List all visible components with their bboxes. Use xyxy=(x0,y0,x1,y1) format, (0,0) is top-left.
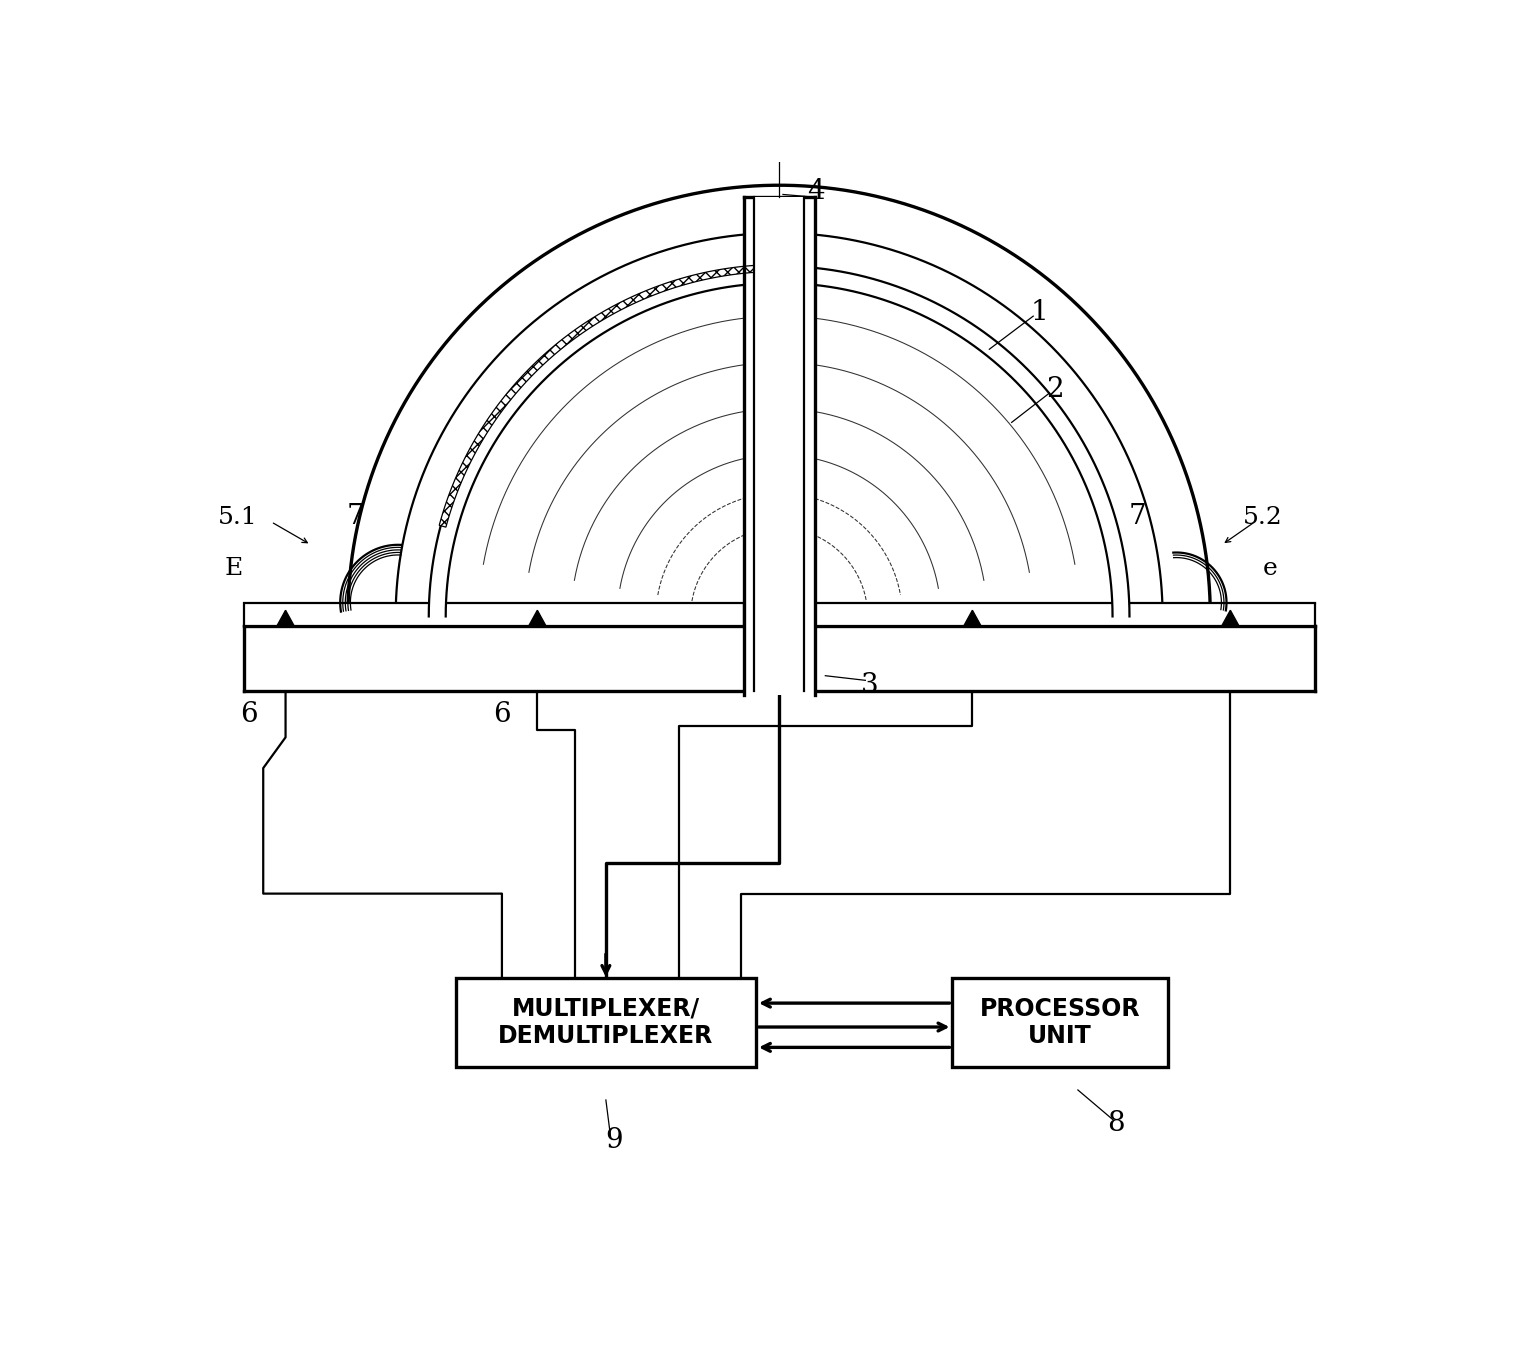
Text: 8: 8 xyxy=(1107,1109,1126,1136)
Polygon shape xyxy=(348,185,1211,616)
Text: 6: 6 xyxy=(493,701,511,728)
Polygon shape xyxy=(243,626,1316,692)
Polygon shape xyxy=(964,611,981,626)
Text: PROCESSOR
UNIT: PROCESSOR UNIT xyxy=(980,997,1141,1048)
Text: 7: 7 xyxy=(347,503,365,530)
Polygon shape xyxy=(243,603,744,626)
Polygon shape xyxy=(429,266,1130,616)
Polygon shape xyxy=(440,265,767,527)
Text: 9: 9 xyxy=(605,1127,622,1154)
Polygon shape xyxy=(456,978,756,1067)
Text: 7: 7 xyxy=(1129,503,1145,530)
Polygon shape xyxy=(815,603,1316,626)
Text: MULTIPLEXER/
DEMULTIPLEXER: MULTIPLEXER/ DEMULTIPLEXER xyxy=(499,997,713,1048)
Text: 6: 6 xyxy=(240,701,259,728)
Text: e: e xyxy=(1262,557,1278,580)
Polygon shape xyxy=(529,611,546,626)
Text: 5.2: 5.2 xyxy=(1243,507,1282,530)
Polygon shape xyxy=(952,978,1168,1067)
Text: E: E xyxy=(225,557,243,580)
Polygon shape xyxy=(277,611,294,626)
Text: 3: 3 xyxy=(861,673,879,700)
Text: 5.1: 5.1 xyxy=(218,507,257,530)
Text: 4: 4 xyxy=(808,178,824,205)
Polygon shape xyxy=(744,197,815,694)
Text: 2: 2 xyxy=(1046,376,1063,403)
Polygon shape xyxy=(1221,611,1238,626)
Polygon shape xyxy=(754,197,803,694)
Text: 1: 1 xyxy=(1031,299,1048,326)
